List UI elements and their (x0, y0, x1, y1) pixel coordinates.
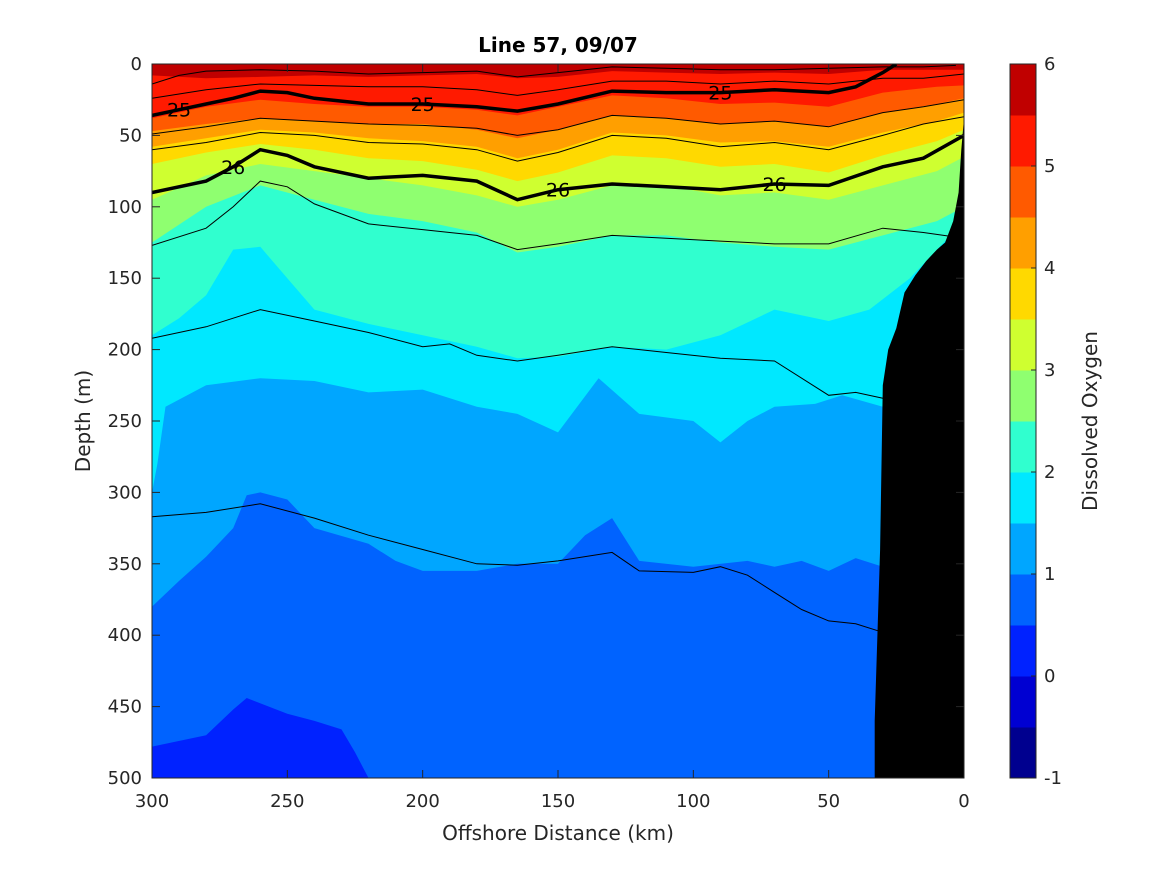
colorbar-swatch (1010, 166, 1036, 218)
density-contour (152, 116, 964, 162)
density-contour (152, 309, 938, 422)
y-tick-label: 50 (119, 125, 142, 146)
x-axis: 300 250 200 150 100 50 0 (135, 64, 970, 812)
colorbar-swatch (1010, 676, 1036, 728)
chart-title: Line 57, 09/07 (478, 33, 638, 57)
colorbar-label: Dissolved Oxygen (1078, 331, 1102, 511)
y-tick-label: 200 (108, 340, 142, 361)
density-contour (152, 180, 964, 251)
colorbar-swatch (1010, 217, 1036, 269)
x-tick-label: 0 (958, 791, 969, 812)
colorbar-tick-label: 5 (1044, 156, 1055, 177)
density-contour (152, 73, 964, 99)
colorbar-tick-label: 4 (1044, 258, 1055, 279)
colorbar-swatch (1010, 268, 1036, 320)
x-tick-label: 250 (270, 791, 304, 812)
x-tick-label: 300 (135, 791, 169, 812)
y-tick-label: 300 (108, 482, 142, 503)
y-tick-label: 450 (108, 697, 142, 718)
x-tick-label: 100 (676, 791, 710, 812)
x-tick-label: 150 (541, 791, 575, 812)
colorbar: -1 0 1 2 3 4 5 6 (1009, 54, 1062, 789)
colorbar-tick-label: 2 (1044, 462, 1055, 483)
colorbar-tick-label: -1 (1044, 768, 1062, 789)
contour-label: 25 (708, 83, 732, 105)
contour-label: 25 (411, 94, 435, 116)
density-contour (152, 503, 883, 633)
oxygen-band (152, 492, 883, 778)
y-tick-label: 250 (108, 411, 142, 432)
colorbar-frame (1009, 63, 1037, 779)
colorbar-tick-label: 1 (1044, 564, 1055, 585)
y-tick-label: 400 (108, 625, 142, 646)
contour-label: 26 (546, 180, 570, 202)
x-tick-label: 200 (405, 791, 439, 812)
y-axis-label: Depth (m) (71, 370, 95, 472)
colorbar-swatch (1010, 574, 1036, 626)
density-contour (152, 99, 964, 136)
colorbar-swatch (1010, 64, 1036, 116)
y-tick-label: 150 (108, 268, 142, 289)
x-tick-label: 50 (817, 791, 840, 812)
colorbar-swatch (1010, 472, 1036, 524)
oxygen-band (152, 698, 369, 778)
colorbar-tick-label: 0 (1044, 666, 1055, 687)
contour-label: 26 (762, 174, 786, 196)
colorbar-tick-label: 6 (1044, 54, 1055, 75)
y-tick-label: 0 (131, 54, 142, 75)
colorbar-swatch (1010, 523, 1036, 575)
colorbar-swatch (1010, 625, 1036, 677)
seafloor (874, 118, 964, 778)
density-contour (152, 64, 956, 85)
seafloor-mask (874, 118, 964, 778)
x-axis-label: Offshore Distance (km) (442, 821, 674, 845)
y-axis: 0 50 100 150 200 250 300 350 400 450 500 (108, 54, 964, 789)
colorbar-swatch (1010, 421, 1036, 473)
colorbar-swatch (1010, 727, 1036, 779)
oxygen-filled-contours (152, 64, 964, 778)
colorbar-tick-label: 3 (1044, 360, 1055, 381)
density-contours: 25 25 25 26 26 26 (152, 64, 964, 633)
y-tick-label: 350 (108, 554, 142, 575)
y-tick-label: 500 (108, 768, 142, 789)
colorbar-swatch (1010, 319, 1036, 371)
colorbar-swatch (1010, 115, 1036, 167)
contour-label: 25 (167, 100, 191, 122)
density-contour-bold (152, 133, 964, 202)
colorbar-swatch (1010, 370, 1036, 422)
y-tick-label: 100 (108, 197, 142, 218)
contour-label: 26 (221, 157, 245, 179)
density-contour-bold (152, 64, 898, 118)
